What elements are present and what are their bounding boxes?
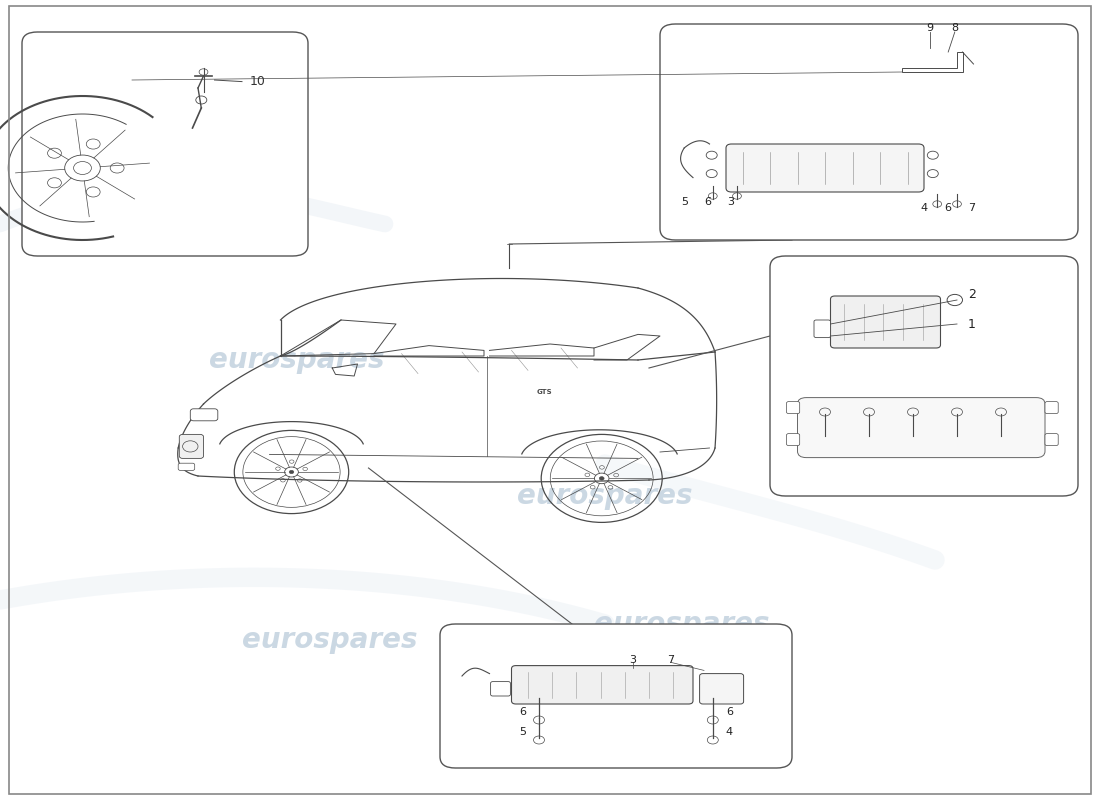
FancyBboxPatch shape (770, 256, 1078, 496)
FancyBboxPatch shape (1045, 402, 1058, 414)
Text: 5: 5 (681, 197, 688, 206)
FancyBboxPatch shape (798, 398, 1045, 458)
FancyBboxPatch shape (786, 434, 800, 446)
Text: eurospares: eurospares (594, 610, 770, 638)
Text: 1: 1 (968, 318, 976, 330)
FancyBboxPatch shape (830, 296, 940, 348)
Text: 3: 3 (727, 197, 734, 206)
Text: 4: 4 (921, 203, 927, 213)
Text: 7: 7 (668, 655, 674, 665)
Text: 8: 8 (952, 23, 958, 33)
Text: 10: 10 (250, 75, 265, 88)
FancyBboxPatch shape (660, 24, 1078, 240)
FancyBboxPatch shape (190, 409, 218, 421)
Text: 9: 9 (926, 23, 933, 33)
Text: GTS: GTS (537, 389, 552, 394)
FancyBboxPatch shape (22, 32, 308, 256)
Text: 6: 6 (726, 707, 733, 717)
FancyBboxPatch shape (814, 320, 830, 338)
Text: eurospares: eurospares (209, 346, 385, 374)
Text: eurospares: eurospares (517, 482, 693, 510)
FancyBboxPatch shape (512, 666, 693, 704)
Text: 6: 6 (704, 197, 711, 206)
Text: 5: 5 (519, 727, 526, 737)
Text: 6: 6 (945, 203, 952, 213)
FancyBboxPatch shape (726, 144, 924, 192)
Text: eurospares: eurospares (242, 626, 418, 654)
Circle shape (289, 470, 294, 474)
FancyBboxPatch shape (440, 624, 792, 768)
Text: 6: 6 (519, 707, 526, 717)
FancyBboxPatch shape (179, 434, 204, 458)
Text: 4: 4 (726, 727, 733, 737)
Text: 2: 2 (968, 288, 976, 301)
Text: 7: 7 (968, 203, 975, 213)
FancyBboxPatch shape (700, 674, 744, 704)
FancyBboxPatch shape (178, 463, 195, 470)
Text: 3: 3 (629, 655, 636, 665)
FancyBboxPatch shape (491, 682, 510, 696)
FancyBboxPatch shape (1045, 434, 1058, 446)
Circle shape (600, 477, 604, 480)
FancyBboxPatch shape (786, 402, 800, 414)
